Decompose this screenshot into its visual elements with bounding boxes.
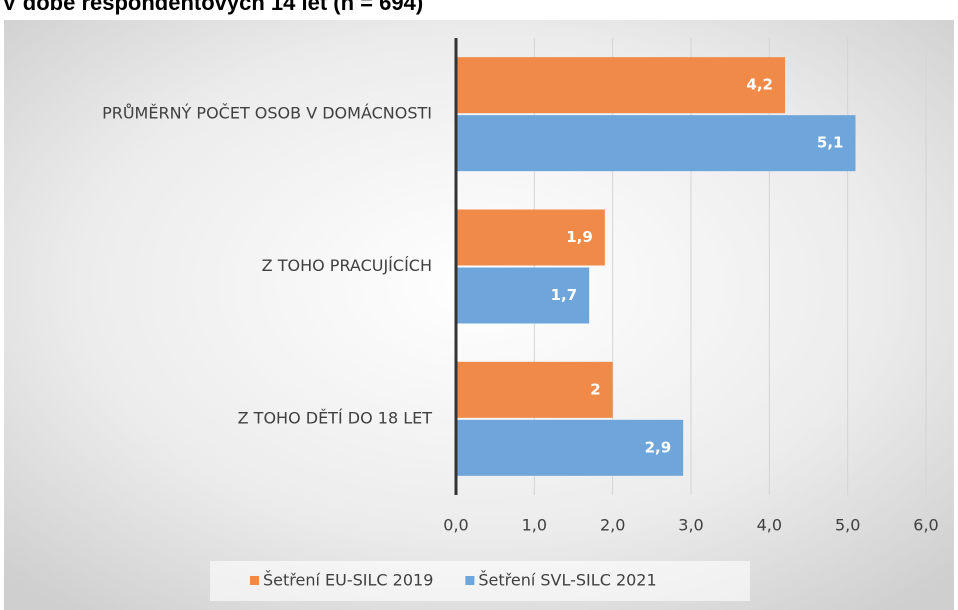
- legend-swatch: [250, 576, 259, 585]
- category-label: Z TOHO DĚTÍ DO 18 LET: [238, 408, 433, 427]
- bar: [456, 57, 785, 114]
- legend-swatch: [465, 576, 475, 585]
- bar: [456, 209, 605, 266]
- x-tick-label: 0,0: [443, 516, 468, 535]
- category-label: Z TOHO PRACUJÍCÍCH: [262, 256, 432, 275]
- value-label: 4,2: [746, 76, 773, 94]
- value-label: 5,1: [817, 134, 844, 152]
- value-label: 2,9: [645, 438, 672, 456]
- value-label: 2: [590, 380, 600, 398]
- x-tick-label: 2,0: [600, 516, 625, 535]
- legend-label: Šetření EU-SILC 2019: [263, 571, 433, 590]
- bar: [456, 115, 856, 172]
- chart-title: V době respondentových 14 let (n = 694): [2, 0, 423, 15]
- value-label: 1,9: [566, 228, 593, 246]
- x-tick-label: 3,0: [678, 516, 703, 535]
- legend-label: Šetření SVL-SILC 2021: [478, 571, 656, 590]
- x-tick-label: 4,0: [757, 516, 782, 535]
- bar: [456, 267, 590, 324]
- x-tick-label: 5,0: [835, 516, 860, 535]
- x-tick-label: 1,0: [522, 516, 547, 535]
- value-label: 1,7: [551, 286, 578, 304]
- bar: [456, 419, 684, 476]
- bar: [456, 361, 613, 418]
- legend-box: [210, 561, 750, 601]
- x-tick-label: 6,0: [913, 516, 938, 535]
- category-label: PRŮMĚRNÝ POČET OSOB V DOMÁCNOSTI: [102, 104, 432, 123]
